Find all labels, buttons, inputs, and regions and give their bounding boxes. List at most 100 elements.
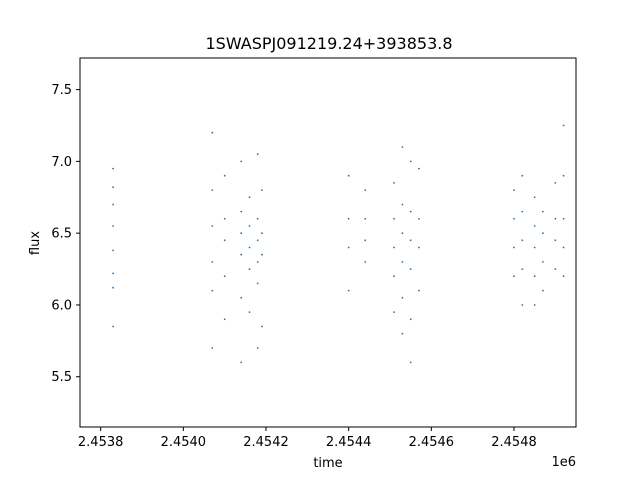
data-point [542, 210, 544, 213]
data-points [112, 124, 565, 364]
data-point [393, 217, 395, 220]
data-point [418, 246, 420, 249]
data-point [401, 232, 404, 235]
data-point [347, 289, 350, 292]
data-point [409, 160, 412, 163]
data-point [347, 217, 350, 220]
data-point [112, 272, 114, 275]
y-tick-label: 6.5 [51, 227, 72, 242]
x-axis-label: time [313, 456, 342, 471]
data-point [513, 275, 515, 278]
data-point [240, 296, 243, 299]
x-tick-label: 2.4548 [491, 435, 537, 450]
data-point [223, 174, 226, 177]
data-point [401, 146, 404, 148]
data-point [513, 217, 515, 220]
data-point [112, 167, 114, 170]
data-point [211, 131, 214, 134]
data-point [533, 246, 536, 249]
data-point [521, 239, 524, 242]
data-point [261, 325, 263, 328]
data-point [256, 153, 259, 156]
y-tick-label: 7.0 [51, 155, 72, 170]
data-point [112, 186, 114, 189]
data-point [401, 261, 404, 263]
data-point [562, 124, 565, 127]
data-point [521, 210, 524, 213]
data-point [256, 261, 259, 263]
x-axis-ticks: 2.4538 2.4540 2.4542 2.4544 2.4546 2.4548 [78, 427, 537, 450]
data-point [401, 332, 404, 335]
data-point [513, 189, 515, 192]
data-point [521, 304, 524, 306]
data-point [393, 182, 395, 184]
data-point [223, 217, 226, 220]
data-point [211, 261, 214, 263]
data-point [112, 203, 114, 206]
data-point [533, 225, 536, 227]
data-point [261, 189, 263, 192]
data-point [248, 196, 251, 199]
data-point [393, 311, 395, 313]
data-point [393, 275, 395, 278]
x-tick-label: 2.4538 [78, 435, 124, 450]
data-point [409, 239, 412, 242]
data-point [240, 232, 243, 235]
data-point [418, 289, 420, 292]
data-point [533, 275, 536, 278]
data-point [211, 289, 214, 292]
data-point [521, 268, 524, 270]
data-point [521, 174, 524, 177]
data-point [240, 160, 243, 163]
data-point [112, 325, 114, 328]
data-point [256, 347, 259, 349]
data-point [256, 282, 259, 285]
data-point [211, 189, 214, 192]
data-point [240, 210, 243, 213]
x-tick-label: 2.4540 [161, 435, 207, 450]
data-point [562, 174, 565, 177]
data-point [112, 225, 114, 227]
data-point [542, 289, 544, 292]
data-point [562, 217, 565, 220]
data-point [562, 246, 565, 249]
y-axis-label: flux [28, 231, 43, 255]
x-tick-label: 2.4544 [326, 435, 372, 450]
x-axis-offset-label: 1e6 [551, 455, 576, 470]
data-point [401, 203, 404, 206]
data-point [513, 246, 515, 249]
data-point [554, 217, 557, 220]
data-point [256, 239, 259, 242]
data-point [240, 361, 243, 364]
data-point [248, 225, 251, 227]
data-point [223, 275, 226, 278]
data-point [418, 167, 420, 170]
data-point [409, 318, 412, 321]
data-point [409, 210, 412, 213]
y-axis-ticks: 5.5 6.0 6.5 7.0 7.5 [51, 83, 80, 385]
data-point [223, 239, 226, 242]
data-point [554, 182, 557, 184]
x-tick-label: 2.4546 [409, 435, 455, 450]
data-point [542, 232, 544, 235]
data-point [533, 304, 536, 306]
data-point [240, 253, 243, 256]
data-point [256, 217, 259, 220]
data-point [364, 217, 367, 220]
data-point [562, 275, 565, 278]
data-point [112, 286, 114, 289]
data-point [248, 268, 251, 270]
data-point [261, 253, 263, 256]
data-point [248, 311, 251, 313]
data-point [364, 239, 367, 242]
data-point [393, 246, 395, 249]
data-point [112, 249, 114, 252]
data-point [211, 225, 214, 227]
data-point [364, 189, 367, 192]
chart-title: 1SWASPJ091219.24+393853.8 [205, 34, 452, 53]
data-point [211, 347, 214, 349]
data-point [401, 296, 404, 299]
data-point [347, 246, 350, 249]
